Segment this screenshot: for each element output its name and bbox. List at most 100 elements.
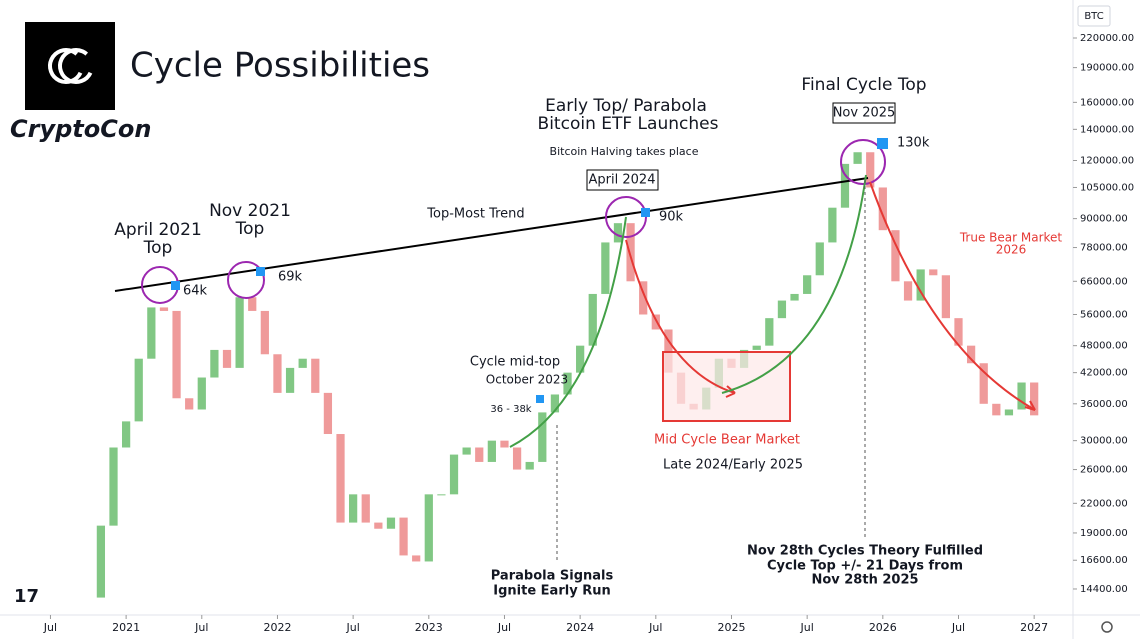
annotation: 36 - 38k xyxy=(490,404,531,415)
candle xyxy=(159,307,169,311)
candle xyxy=(412,555,421,562)
candle xyxy=(1004,409,1014,416)
annotation: Final Cycle Top xyxy=(801,75,926,95)
candle xyxy=(601,242,610,294)
annotation: Late 2024/Early 2025 xyxy=(663,458,803,473)
curve xyxy=(869,181,1036,411)
candle xyxy=(248,297,257,311)
candle xyxy=(147,307,156,359)
annotation: October 2023 xyxy=(486,373,568,387)
candle xyxy=(437,494,446,496)
candle xyxy=(475,447,484,462)
annotation: Top-Most Trend xyxy=(426,207,524,222)
candle xyxy=(639,281,648,315)
candle xyxy=(487,440,496,462)
circle-marker xyxy=(227,261,265,299)
candle xyxy=(235,297,244,368)
candle xyxy=(992,403,1001,416)
y-tick-label: 42000.00 xyxy=(1080,368,1128,379)
annotation: Nov 2021 xyxy=(209,201,291,221)
x-tick-label: Jul xyxy=(43,621,57,634)
circle-marker xyxy=(840,139,886,185)
x-tick-label: Jul xyxy=(800,621,814,634)
y-tick-label: 78000.00 xyxy=(1080,243,1128,254)
candle xyxy=(929,269,938,276)
x-tick-label: Jul xyxy=(345,621,359,634)
x-tick-label: Jul xyxy=(194,621,208,634)
candle xyxy=(954,318,963,346)
candle xyxy=(878,187,887,231)
annotation: 90k xyxy=(659,210,684,225)
y-tick-label: 26000.00 xyxy=(1080,465,1128,476)
candle xyxy=(197,377,206,410)
candle xyxy=(1030,382,1039,416)
flag xyxy=(171,281,180,290)
y-tick-label: 66000.00 xyxy=(1080,276,1128,287)
annotation: 2026 xyxy=(996,243,1027,257)
tv-logo: 𝟭𝟳 xyxy=(14,586,39,607)
y-tick-label: 30000.00 xyxy=(1080,436,1128,447)
candle xyxy=(651,314,660,330)
flag xyxy=(536,395,544,403)
annotation: Cycle mid-top xyxy=(470,355,560,370)
x-tick-label: 2027 xyxy=(1020,621,1048,634)
y-tick-label: 48000.00 xyxy=(1080,341,1128,352)
candle xyxy=(891,230,900,282)
candle xyxy=(285,367,295,393)
annotation: Cycle Top +/- 21 Days from xyxy=(767,559,963,574)
flag xyxy=(256,267,265,276)
candle xyxy=(550,394,560,413)
overlays xyxy=(114,102,1036,560)
candle xyxy=(336,434,345,523)
symbol-box[interactable] xyxy=(1077,5,1111,27)
annotation: 130k xyxy=(897,136,930,151)
candle xyxy=(122,421,131,448)
candle xyxy=(361,494,370,523)
candle xyxy=(386,517,396,529)
y-tick-label: 56000.00 xyxy=(1080,310,1128,321)
candle xyxy=(210,349,219,378)
settings-icon[interactable] xyxy=(1101,621,1113,633)
candle xyxy=(260,310,269,355)
y-tick-label: 105000.00 xyxy=(1080,182,1134,193)
candle xyxy=(916,269,925,301)
candle xyxy=(765,318,774,346)
plot-area xyxy=(96,152,1039,598)
x-tick-label: 2022 xyxy=(263,621,291,634)
candle xyxy=(966,345,976,364)
x-tick-label: 2025 xyxy=(717,621,745,634)
candle xyxy=(134,358,143,422)
candle xyxy=(588,293,597,346)
candle xyxy=(563,372,572,395)
candle xyxy=(853,152,862,164)
bear-box xyxy=(662,351,791,422)
candle xyxy=(462,447,471,455)
curve xyxy=(509,216,627,448)
y-tick-label: 14400.00 xyxy=(1080,584,1128,595)
candle xyxy=(752,345,761,350)
candle xyxy=(790,293,799,301)
annotation: Bitcoin Halving takes place xyxy=(550,145,699,158)
candle xyxy=(626,223,635,282)
candle xyxy=(349,494,358,523)
candle xyxy=(840,163,850,208)
candle xyxy=(828,207,837,243)
candle xyxy=(941,275,950,319)
candle xyxy=(374,522,383,529)
y-tick-label: 220000.00 xyxy=(1080,33,1134,44)
annotation: Ignite Early Run xyxy=(493,584,610,599)
annotation: Top xyxy=(235,219,265,239)
logo-mark xyxy=(58,48,94,84)
chart-title: Cycle Possibilities xyxy=(130,46,430,86)
y-tick-label: 90000.00 xyxy=(1080,214,1128,225)
x-tick-label: 2021 xyxy=(112,621,140,634)
trend-line xyxy=(114,177,869,292)
annotation: 64k xyxy=(183,284,208,299)
x-tick-label: 2024 xyxy=(566,621,594,634)
y-tick-label: 140000.00 xyxy=(1080,124,1134,135)
symbol: BTC xyxy=(1084,11,1103,22)
candle xyxy=(185,398,194,410)
candle xyxy=(777,300,787,319)
